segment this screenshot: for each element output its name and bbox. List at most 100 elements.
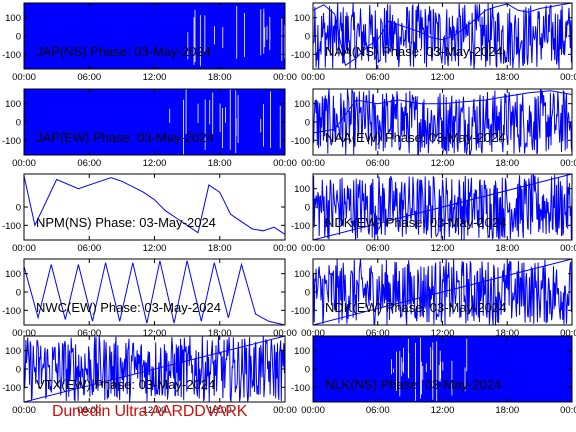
phase-noise: [313, 259, 572, 325]
x-tick-label: 18:00: [208, 243, 232, 254]
x-tick-label: 00:00: [12, 243, 36, 254]
y-tick-label: 100: [294, 269, 310, 280]
plot-area: [24, 175, 285, 235]
x-tick-label: 00:00: [301, 72, 325, 83]
x-tick-label: 00:00: [12, 405, 36, 416]
plot-area: [313, 89, 572, 155]
x-tick-label: 18:00: [495, 158, 519, 169]
x-tick-label: 18:00: [495, 243, 519, 254]
x-tick-label: 00:00: [301, 158, 325, 169]
phase-trace: [313, 90, 572, 134]
y-tick-label: 100: [294, 99, 310, 110]
plot-area: [313, 3, 572, 69]
x-tick-label: 00:00: [273, 243, 297, 254]
x-tick-label: 06:00: [77, 328, 101, 339]
y-tick-label: -100: [291, 136, 310, 147]
x-tick-label: 06:00: [366, 243, 390, 254]
x-tick-label: 00:00: [560, 158, 576, 169]
y-tick-label: 0: [16, 32, 21, 43]
panel-5: 0 -100 00:00 06:00 12:00 18:00 00:00 NPM(NS) Ph…: [2, 173, 297, 254]
x-tick-label: 12:00: [143, 72, 167, 83]
panel-title: JAP(EW) Phase: 03-May-2024: [36, 130, 214, 145]
x-tick-label: 12:00: [431, 158, 455, 169]
y-tick-label: -100: [2, 221, 21, 232]
y-tick-label: -100: [291, 383, 310, 394]
y-tick-label: -100: [2, 383, 21, 394]
panel-2: 100 0 -100 00:00 06:00 12:00 18:00 00:00 NAA(NS)…: [291, 2, 576, 83]
panel-title: JAP(NS) Phase: 03-May-2024: [36, 44, 211, 59]
x-tick-label: 12:00: [431, 243, 455, 254]
y-tick-label: 0: [305, 203, 310, 214]
phase-trace: [313, 3, 572, 67]
phase-trace: [313, 174, 572, 240]
x-tick-label: 00:00: [301, 243, 325, 254]
panel-1: 100 0 -100 00:00 06:00 12:00 18:00 00:00 JAP(NS)…: [2, 2, 297, 83]
x-tick-label: 12:00: [143, 328, 167, 339]
footer-station-label: Dunedin Ultra AARDDVARK: [52, 403, 248, 420]
phase-trace: [313, 259, 572, 325]
x-tick-label: 12:00: [431, 72, 455, 83]
x-tick-label: 00:00: [560, 243, 576, 254]
x-tick-label: 06:00: [366, 72, 390, 83]
x-tick-label: 00:00: [12, 328, 36, 339]
y-tick-label: 0: [16, 288, 21, 299]
y-tick-label: 0: [16, 203, 21, 214]
x-tick-label: 06:00: [77, 405, 101, 416]
phase-trace: [24, 336, 285, 402]
x-tick-label: 06:00: [366, 158, 390, 169]
y-tick-label: -100: [291, 306, 310, 317]
x-tick-label: 12:00: [143, 405, 167, 416]
x-tick-label: 06:00: [366, 328, 390, 339]
x-tick-label: 00:00: [273, 72, 297, 83]
panel-7: 100 0 -100 00:00 06:00 12:00 18:00 00:00 NWC(EW)…: [2, 258, 297, 339]
y-tick-label: 0: [16, 365, 21, 376]
phase-trace: [24, 175, 285, 235]
phase-trace: [24, 260, 285, 325]
panel-title: NAA(NS) Phase: 03-May-2024: [325, 44, 503, 59]
x-tick-label: 06:00: [77, 158, 101, 169]
y-tick-label: 100: [5, 269, 21, 280]
y-tick-label: -100: [291, 50, 310, 61]
x-tick-label: 18:00: [495, 405, 519, 416]
panel-9: 100 0 -100 00:00 06:00 12:00 18:00 00:00 VTX(EW)…: [2, 335, 297, 416]
panel-title: NLK(NS) Phase: 03-May-2024: [325, 377, 501, 392]
phase-noise: [313, 89, 572, 155]
plot-area: [24, 260, 285, 325]
panel-frame: [23, 258, 286, 326]
panel-4: 100 0 -100 00:00 06:00 12:00 18:00 00:00 NAA(EW)…: [291, 88, 576, 169]
x-tick-label: 18:00: [208, 158, 232, 169]
x-tick-label: 00:00: [301, 405, 325, 416]
phase-noise: [313, 174, 572, 240]
x-tick-label: 18:00: [495, 328, 519, 339]
phase-noise: [24, 336, 285, 402]
y-tick-label: 0: [305, 365, 310, 376]
x-tick-label: 06:00: [366, 405, 390, 416]
y-tick-label: 100: [294, 13, 310, 24]
x-tick-label: 00:00: [12, 72, 36, 83]
y-tick-label: 0: [305, 118, 310, 129]
panel-title: NPM(NS) Phase: 03-May-2024: [36, 215, 216, 230]
x-tick-label: 12:00: [431, 328, 455, 339]
panel-title: NDK(EW) Phase: 03-May-2024: [325, 300, 506, 315]
plot-area: [24, 89, 285, 155]
y-tick-label: -100: [2, 136, 21, 147]
plot-area: [24, 336, 285, 402]
x-tick-label: 18:00: [208, 405, 232, 416]
y-tick-label: -100: [291, 221, 310, 232]
x-tick-label: 12:00: [143, 158, 167, 169]
x-tick-label: 00:00: [273, 328, 297, 339]
y-tick-label: -100: [2, 306, 21, 317]
x-tick-label: 00:00: [273, 405, 297, 416]
plot-area: [313, 336, 572, 402]
x-tick-label: 00:00: [301, 328, 325, 339]
y-tick-label: 100: [294, 184, 310, 195]
x-tick-label: 18:00: [208, 328, 232, 339]
y-tick-label: 0: [16, 118, 21, 129]
y-tick-label: 0: [305, 288, 310, 299]
x-tick-label: 12:00: [431, 405, 455, 416]
y-tick-label: -100: [2, 50, 21, 61]
y-tick-label: 100: [5, 99, 21, 110]
panel-10: 100 0 -100 00:00 06:00 12:00 18:00 00:00 NLK(NS)…: [291, 335, 576, 416]
y-tick-label: 100: [5, 13, 21, 24]
